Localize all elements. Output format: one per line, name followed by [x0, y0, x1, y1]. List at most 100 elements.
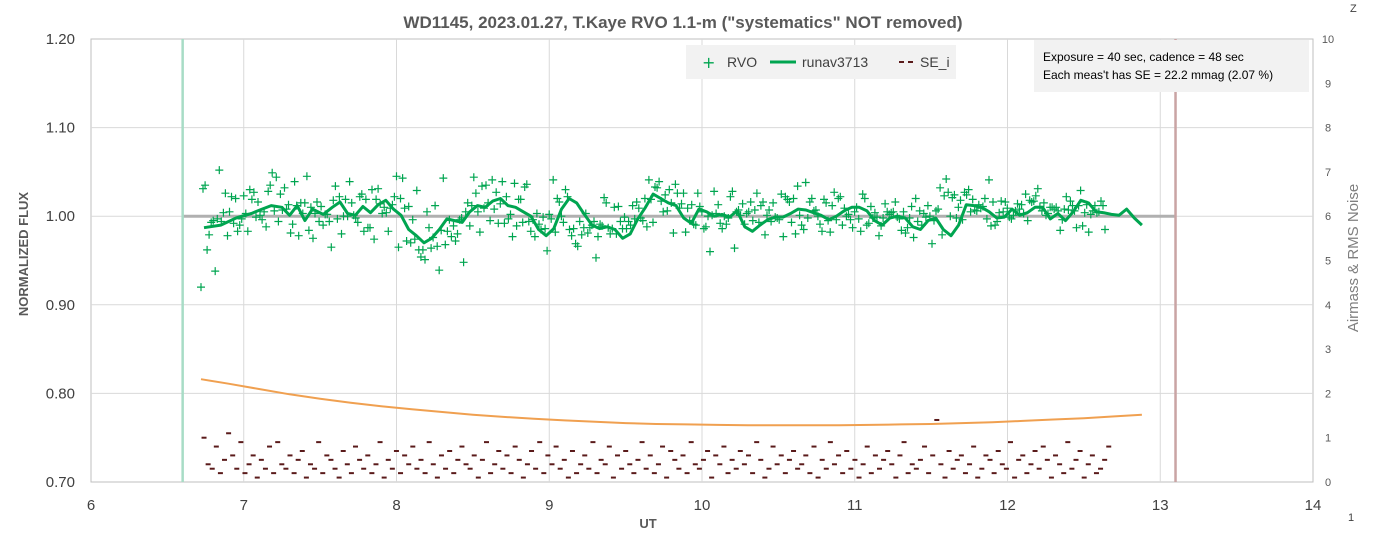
- rvo-point: [923, 201, 932, 210]
- rvo-point: [799, 225, 808, 234]
- rvo-point: [987, 221, 995, 230]
- rvo-point: [1064, 206, 1073, 214]
- rvo-point: [801, 178, 810, 187]
- rvo-point: [716, 219, 725, 228]
- rvo-point: [980, 194, 989, 203]
- rvo-point: [761, 230, 769, 239]
- rvo-point: [522, 180, 531, 189]
- rvo-point: [478, 182, 486, 191]
- rvo-point: [496, 199, 505, 208]
- rvo-point: [649, 218, 657, 227]
- rvo-point: [465, 221, 474, 230]
- rvo-point: [439, 174, 448, 183]
- rvo-point: [498, 177, 507, 186]
- rvo-point: [1009, 211, 1018, 220]
- rvo-point: [475, 228, 484, 237]
- legend-label-runav: runav3713: [802, 54, 868, 70]
- rvo-point: [416, 253, 425, 261]
- rvo-point: [453, 229, 462, 238]
- rvo-point: [329, 196, 338, 205]
- rvo-point: [777, 190, 786, 199]
- y2-tick-label: 1: [1325, 433, 1331, 445]
- rvo-point: [347, 198, 356, 207]
- rvo-point: [726, 192, 735, 201]
- rvo-point: [280, 183, 289, 192]
- rvo-point: [787, 218, 796, 227]
- rvo-point: [663, 206, 672, 215]
- rvo-point: [309, 234, 317, 243]
- y2-tick-label: 3: [1325, 344, 1331, 356]
- rvo-point: [392, 172, 401, 181]
- rvo-point: [359, 227, 368, 236]
- rvo-point: [1080, 208, 1089, 217]
- rvo-point: [818, 227, 826, 236]
- y-tick-label: 0.70: [46, 474, 75, 491]
- corner-label-z: Z: [1350, 3, 1357, 15]
- rvo-point: [590, 217, 598, 226]
- rvo-point: [640, 194, 649, 203]
- rvo-point: [418, 245, 427, 254]
- rvo-point: [848, 223, 857, 232]
- rvo-point: [765, 206, 774, 214]
- rvo-point: [862, 221, 871, 230]
- rvo-point: [946, 212, 955, 221]
- rvo-point: [357, 190, 366, 199]
- rvo-point: [1062, 192, 1071, 201]
- rvo-point: [803, 214, 812, 222]
- rvo-point: [966, 207, 975, 216]
- rvo-point: [985, 175, 993, 184]
- rvo-point: [1076, 186, 1085, 195]
- rvo-point: [915, 206, 924, 215]
- rvo-point: [469, 173, 478, 182]
- rvo-point: [1007, 214, 1016, 223]
- y-tick-label: 0.80: [46, 385, 75, 402]
- rvo-point: [506, 210, 515, 219]
- rvo-point: [541, 224, 550, 233]
- rvo-point: [1015, 205, 1024, 214]
- rvo-point: [699, 224, 708, 233]
- rvo-point: [361, 195, 370, 204]
- x-tick-label: 13: [1152, 497, 1169, 514]
- rvo-point: [836, 192, 845, 201]
- rvo-point: [219, 208, 228, 217]
- series-se-i: [201, 418, 1112, 479]
- rvo-point: [714, 200, 723, 209]
- rvo-point: [502, 192, 511, 201]
- rvo-point: [858, 190, 867, 199]
- rvo-point: [1039, 198, 1048, 207]
- rvo-point: [482, 181, 490, 190]
- rvo-point: [565, 225, 574, 234]
- legend-label-rvo: RVO: [727, 54, 757, 70]
- rvo-point: [471, 189, 480, 198]
- rvo-point: [1086, 210, 1095, 219]
- rvo-point: [412, 186, 421, 195]
- rvo-point: [850, 207, 859, 216]
- rvo-point: [233, 227, 242, 236]
- rvo-point: [746, 198, 755, 206]
- rvo-point: [270, 206, 279, 215]
- rvo-point: [897, 226, 906, 235]
- rvo-point: [722, 220, 731, 229]
- rvo-point: [252, 213, 260, 222]
- rvo-point: [830, 188, 839, 197]
- rvo-point: [1072, 223, 1081, 232]
- rvo-point: [372, 195, 381, 204]
- rvo-point: [687, 200, 696, 209]
- rvo-point: [335, 192, 344, 201]
- y2-tick-label: 0: [1325, 477, 1331, 489]
- rvo-point: [427, 244, 436, 253]
- rvo-point: [999, 207, 1008, 216]
- rvo-point: [665, 185, 674, 194]
- rvo-point: [555, 198, 564, 206]
- rvo-point: [258, 215, 267, 224]
- rvo-point: [247, 195, 256, 204]
- rvo-point: [451, 237, 460, 245]
- rvo-point: [264, 187, 273, 196]
- rvo-point: [742, 209, 751, 218]
- rvo-point: [944, 188, 953, 197]
- rvo-point: [284, 200, 293, 209]
- rvo-point: [834, 194, 843, 203]
- rvo-point: [366, 223, 374, 232]
- rvo-point: [492, 188, 501, 197]
- rvo-point: [410, 235, 419, 244]
